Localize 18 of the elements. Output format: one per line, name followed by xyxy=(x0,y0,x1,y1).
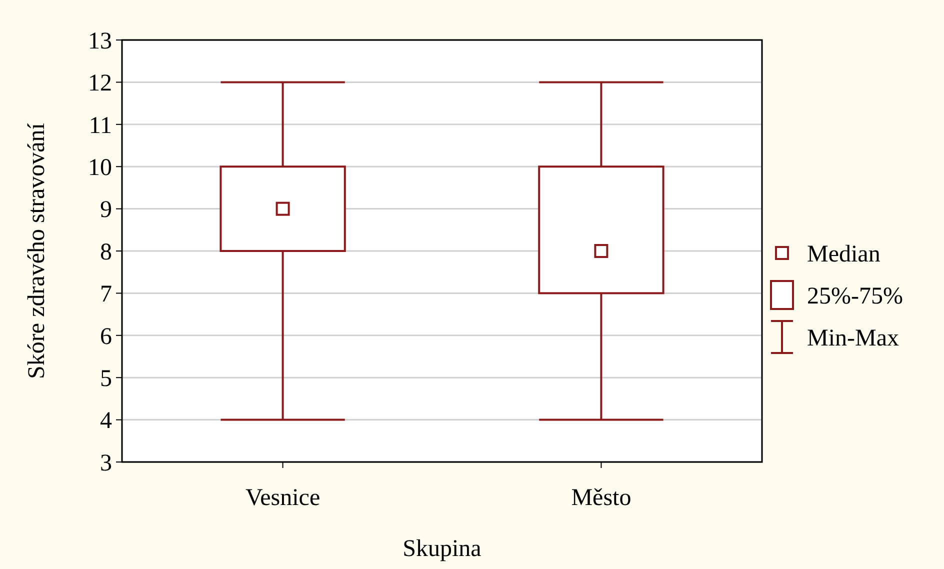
text: 25%-75% xyxy=(807,283,903,310)
x-tick-label: Vesnice xyxy=(245,485,320,511)
text: Min-Max xyxy=(807,325,899,352)
y-tick-label: 8 xyxy=(100,239,112,266)
y-tick-label: 10 xyxy=(88,155,112,181)
y-axis-title: Skóre zdravého stravování xyxy=(24,122,50,379)
y-tick-label: 5 xyxy=(100,366,112,392)
text: Median xyxy=(807,241,880,268)
y-tick-label: 6 xyxy=(100,324,112,350)
x-axis-title: Skupina xyxy=(402,536,482,562)
y-tick-label: 3 xyxy=(100,450,112,476)
y-tick-label: 9 xyxy=(100,197,112,224)
y-tick-label: 7 xyxy=(100,282,112,308)
y-tick-label: 13 xyxy=(88,28,112,54)
x-tick-label: Město xyxy=(571,485,632,511)
y-tick-label: 11 xyxy=(88,112,112,139)
y-tick-label: 4 xyxy=(100,408,112,434)
y-tick-label: 12 xyxy=(88,70,112,97)
